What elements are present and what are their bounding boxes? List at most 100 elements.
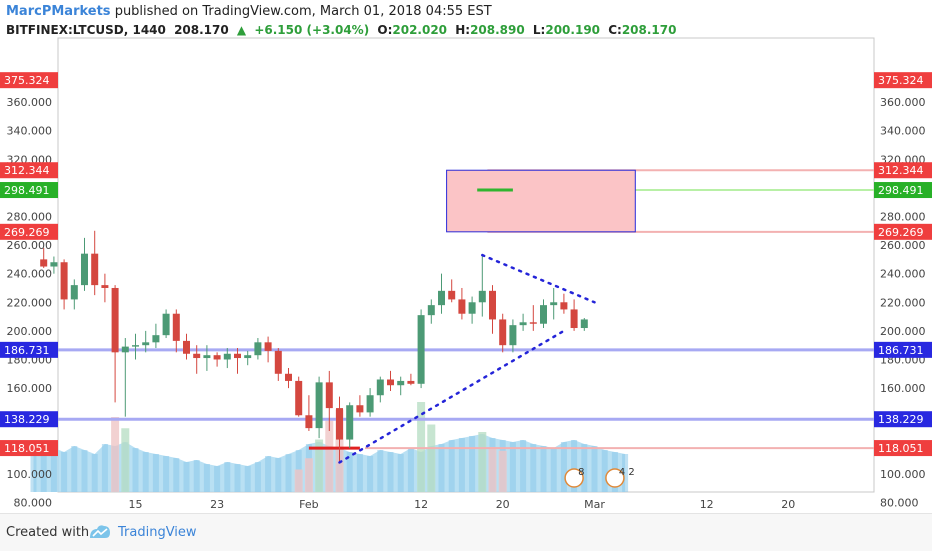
volume-bar xyxy=(571,440,578,492)
volume-spike-bar xyxy=(488,447,497,492)
volume-bar xyxy=(40,450,47,492)
volume-bar xyxy=(50,448,57,492)
volume-spike-bar xyxy=(498,450,507,492)
level-label-bg-right xyxy=(874,223,932,240)
low-label: L: xyxy=(532,23,546,37)
x-tick-label: Mar xyxy=(584,498,605,511)
volume-spike-bar xyxy=(304,458,313,492)
volume-bar xyxy=(244,466,251,492)
volume-bar xyxy=(356,454,363,492)
volume-bar xyxy=(163,456,170,492)
volume-bar xyxy=(132,448,139,492)
candle-up xyxy=(244,355,252,359)
tradingview-logo-icon xyxy=(90,525,110,538)
volume-bar xyxy=(601,450,608,492)
candle-up xyxy=(132,345,139,347)
volume-bar xyxy=(346,452,353,492)
candle-down xyxy=(234,353,241,359)
candle-down xyxy=(111,287,119,353)
candle-up xyxy=(468,302,476,314)
candle-up xyxy=(315,382,323,429)
y-tick-right: 340.000 xyxy=(880,125,926,138)
volume-bar xyxy=(397,454,404,492)
level-label-right: 269.269 xyxy=(878,226,924,239)
y-tick-left: 220.000 xyxy=(7,296,53,309)
volume-spike-bar xyxy=(315,439,324,492)
volume-bar xyxy=(91,454,98,492)
volume-bar xyxy=(193,460,200,492)
volume-bar xyxy=(254,462,261,492)
target-zone xyxy=(446,169,636,233)
y-tick-right: 80.000 xyxy=(880,496,919,509)
candle-up xyxy=(203,355,211,359)
y-tick-right: 200.000 xyxy=(880,325,926,338)
level-label-bg-right xyxy=(874,162,932,179)
volume-bar xyxy=(438,444,445,492)
candle-up xyxy=(142,342,150,346)
volume-bar xyxy=(30,452,37,492)
plot-area xyxy=(57,37,875,493)
candle-up xyxy=(397,380,405,386)
y-tick-right: 260.000 xyxy=(880,239,926,252)
volume-bar xyxy=(367,456,374,492)
candle-down xyxy=(60,262,68,300)
level-label-bg-left xyxy=(0,341,58,358)
candle-down xyxy=(264,342,272,351)
candle-down xyxy=(560,302,568,310)
candle-down xyxy=(529,322,537,324)
tradingview-brand[interactable]: TradingView xyxy=(118,525,197,540)
level-label-left: 138.229 xyxy=(4,413,50,426)
close-label: C: xyxy=(608,23,622,37)
level-label-right: 118.051 xyxy=(878,442,924,455)
level-label-right: 375.324 xyxy=(878,74,924,87)
low-value: 200.190 xyxy=(545,23,601,37)
candle-down xyxy=(91,253,99,286)
volume-bar xyxy=(560,442,567,492)
volume-bar xyxy=(265,456,272,492)
volume-bar xyxy=(377,450,384,492)
candle-up xyxy=(254,342,262,356)
volume-bar xyxy=(203,464,210,492)
candle-up xyxy=(162,313,170,336)
candle-up xyxy=(580,319,588,329)
volume-spike-bar xyxy=(417,402,426,492)
candle-up xyxy=(81,253,88,286)
volume-bar xyxy=(224,462,231,492)
candle-up xyxy=(519,322,527,326)
y-tick-left: 340.000 xyxy=(7,125,53,138)
candle-down xyxy=(499,319,507,346)
level-label-left: 298.491 xyxy=(4,184,50,197)
candle-down xyxy=(458,299,466,314)
level-label-right: 298.491 xyxy=(878,184,924,197)
y-tick-left: 160.000 xyxy=(7,382,53,395)
candle-down xyxy=(325,382,333,409)
level-label-left: 186.731 xyxy=(4,344,50,357)
y-tick-right: 360.000 xyxy=(880,96,926,109)
candle-down xyxy=(193,353,201,359)
volume-bar xyxy=(142,452,149,492)
price-chart[interactable]: 84 280.00080.000100.000100.000120.000120… xyxy=(0,0,932,513)
level-label-bg-left xyxy=(0,72,58,89)
x-tick-label: 20 xyxy=(781,498,795,511)
level-label-right: 138.229 xyxy=(878,413,924,426)
candle-up xyxy=(152,335,160,343)
volume-bar xyxy=(622,454,629,492)
volume-spike-bar xyxy=(121,428,130,492)
candle-up xyxy=(50,262,58,267)
author-link[interactable]: MarcPMarkets xyxy=(6,4,111,19)
y-tick-left: 100.000 xyxy=(7,468,53,481)
candle-up xyxy=(346,405,354,440)
volume-bar xyxy=(448,440,455,492)
volume-bar xyxy=(285,454,292,492)
volume-spike-bar xyxy=(111,417,120,492)
volume-bar xyxy=(581,444,588,492)
publish-line: MarcPMarkets published on TradingView.co… xyxy=(6,4,492,19)
volume-bar xyxy=(101,444,108,492)
level-label-bg-right xyxy=(874,440,932,457)
candle-up xyxy=(223,353,231,360)
level-label-bg-left xyxy=(0,440,58,457)
symbol-line: BITFINEX:LTCUSD, 1440 208.170 ▲ +6.150 (… xyxy=(6,23,680,37)
candle-up xyxy=(121,346,129,353)
volume-bar xyxy=(520,440,527,492)
x-tick-label: 20 xyxy=(496,498,510,511)
